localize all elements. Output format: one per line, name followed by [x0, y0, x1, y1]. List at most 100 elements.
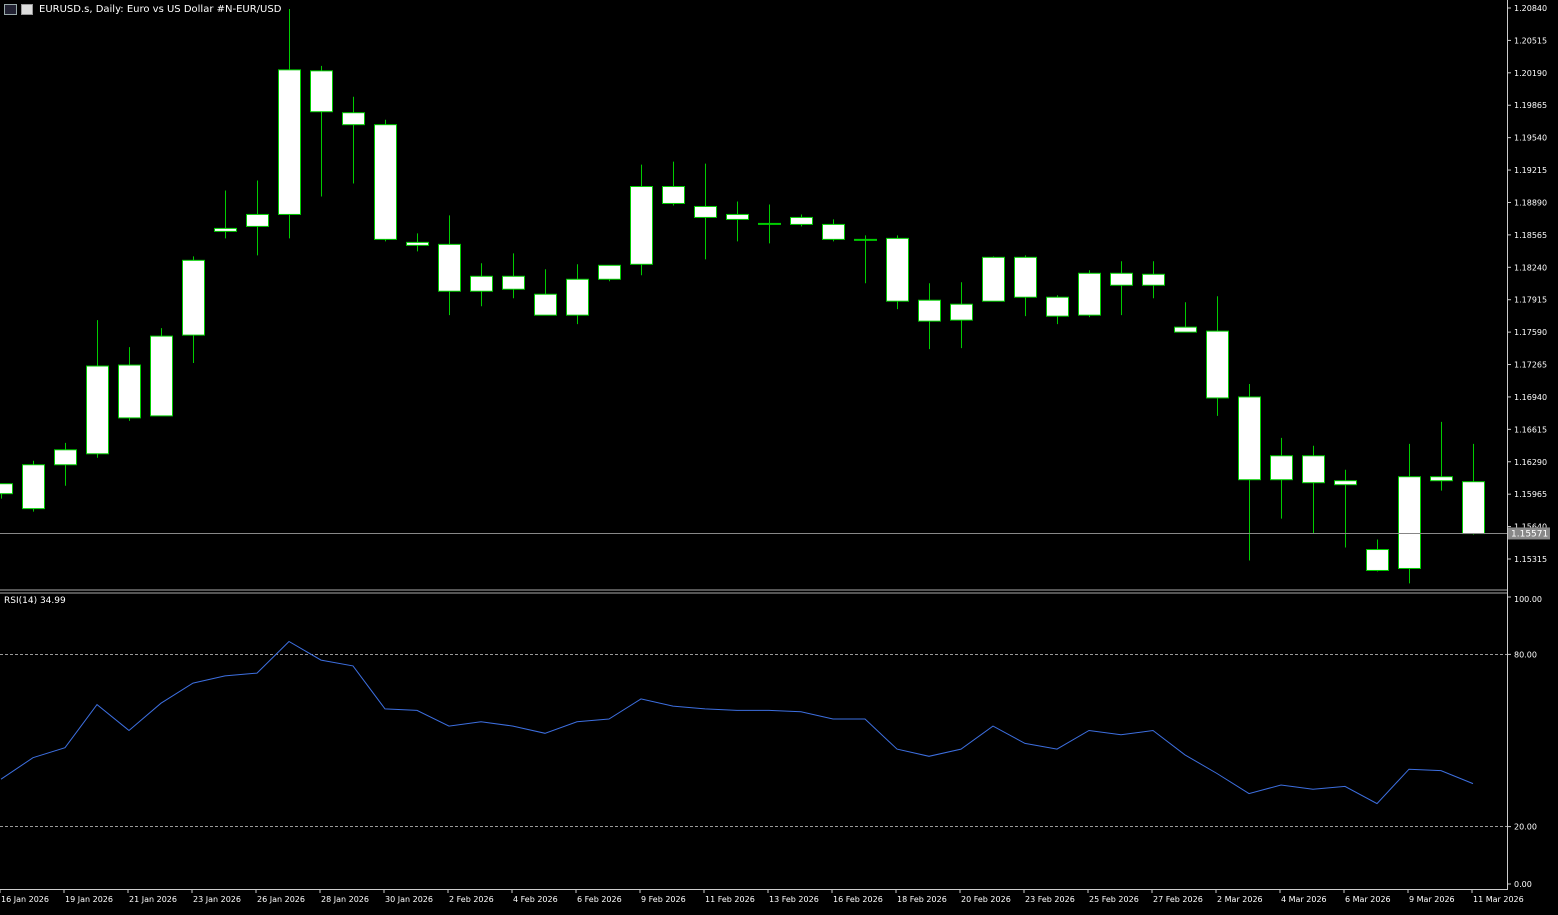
candle-body [406, 241, 429, 246]
candle [1238, 383, 1261, 561]
time-tick-label: 18 Feb 2026 [897, 895, 947, 904]
candle-body [694, 205, 717, 218]
candle-body [310, 70, 333, 113]
candle [1398, 443, 1421, 584]
candle-body [1078, 272, 1101, 316]
rsi-pane [0, 640, 1474, 805]
candle [1462, 443, 1485, 535]
candle-body [118, 364, 141, 419]
time-tick-label: 27 Feb 2026 [1153, 895, 1203, 904]
price-tick-label: 1.19865 [1514, 101, 1547, 110]
candle [1366, 539, 1389, 572]
candle [22, 460, 45, 512]
chart-header: EURUSD.s, Daily: Euro vs US Dollar #N-EU… [4, 2, 281, 16]
candle-body [1046, 296, 1069, 317]
time-tick-label: 2 Feb 2026 [449, 895, 494, 904]
candle-body [1366, 549, 1389, 571]
price-tick-label: 1.18890 [1514, 198, 1547, 207]
candle [374, 119, 397, 242]
time-tick-label: 4 Feb 2026 [513, 895, 558, 904]
time-tick-label: 21 Jan 2026 [129, 895, 177, 904]
candle-body [566, 278, 589, 316]
time-tick-label: 9 Feb 2026 [641, 895, 686, 904]
candle [1078, 270, 1101, 318]
rsi-indicator-label: RSI(14) 34.99 [4, 596, 66, 606]
candle-body [1142, 273, 1165, 286]
candle-body [246, 213, 269, 227]
candle [54, 442, 77, 486]
candle [1014, 255, 1037, 317]
candle-body [662, 186, 685, 204]
candle [1334, 469, 1357, 548]
time-tick-label: 23 Jan 2026 [193, 895, 241, 904]
current-price-box [1508, 527, 1550, 540]
candle-body [758, 222, 781, 225]
candle-body [1270, 455, 1293, 481]
candle-body [1334, 480, 1357, 486]
candle [1110, 261, 1133, 316]
candle [854, 235, 877, 284]
candle [342, 96, 365, 184]
candle [662, 161, 685, 206]
candle [758, 204, 781, 244]
candle-body [86, 365, 109, 455]
candle-body [54, 449, 77, 466]
rsi-line [0, 640, 1474, 805]
candle [0, 483, 13, 499]
time-tick-label: 30 Jan 2026 [385, 895, 433, 904]
price-tick-label: 1.16290 [1514, 458, 1547, 467]
time-tick-label: 11 Mar 2026 [1473, 895, 1524, 904]
candle [950, 282, 973, 349]
time-tick-label: 26 Jan 2026 [257, 895, 305, 904]
candle-body [1110, 272, 1133, 286]
price-tick-label: 1.16615 [1514, 425, 1547, 434]
candle [566, 264, 589, 325]
candle [630, 164, 653, 276]
candle [502, 253, 525, 299]
candle [918, 283, 941, 350]
candle-body [1206, 330, 1229, 399]
chart-window-icon[interactable] [4, 3, 17, 15]
candle [982, 256, 1005, 302]
price-tick-label: 1.20515 [1514, 36, 1547, 45]
candle-body [598, 264, 621, 280]
rsi-tick-label: 100.00 [1514, 595, 1542, 604]
time-tick-label: 25 Feb 2026 [1089, 895, 1139, 904]
price-tick-label: 1.15965 [1514, 490, 1547, 499]
candle-body [790, 216, 813, 225]
price-tick-label: 1.15315 [1514, 555, 1547, 564]
candle [1174, 302, 1197, 333]
time-tick-label: 16 Jan 2026 [1, 895, 49, 904]
rsi-tick-label: 20.00 [1514, 823, 1537, 832]
candle-body [950, 303, 973, 321]
candle [822, 219, 845, 242]
price-tick-label: 1.18565 [1514, 231, 1547, 240]
price-tick-label: 1.19215 [1514, 166, 1547, 175]
candle-body [22, 464, 45, 510]
candle [246, 180, 269, 256]
time-tick-label: 28 Jan 2026 [321, 895, 369, 904]
candle-body [726, 213, 749, 220]
time-tick-label: 6 Feb 2026 [577, 895, 622, 904]
candle [790, 214, 813, 227]
candle [278, 8, 301, 239]
price-axis: 1.20840 1.20515 1.20190 1.19865 1.19540 1.192… [1507, 4, 1547, 564]
chart-type-icon[interactable] [21, 3, 33, 15]
price-tick-label: 1.16940 [1514, 393, 1547, 402]
rsi-tick-label: 0.00 [1514, 880, 1532, 889]
candle-body [342, 112, 365, 126]
candle [150, 328, 173, 417]
candle-body [182, 259, 205, 336]
candle [1206, 296, 1229, 416]
current-price-label: 1.15571 [1511, 529, 1548, 539]
candle [598, 264, 621, 282]
candle [1302, 445, 1325, 534]
time-tick-label: 2 Mar 2026 [1217, 895, 1263, 904]
price-tick-label: 1.20190 [1514, 69, 1547, 78]
candle-body [534, 293, 557, 316]
time-tick-label: 19 Jan 2026 [65, 895, 113, 904]
candle [310, 65, 333, 197]
price-tick-label: 1.17590 [1514, 328, 1547, 337]
